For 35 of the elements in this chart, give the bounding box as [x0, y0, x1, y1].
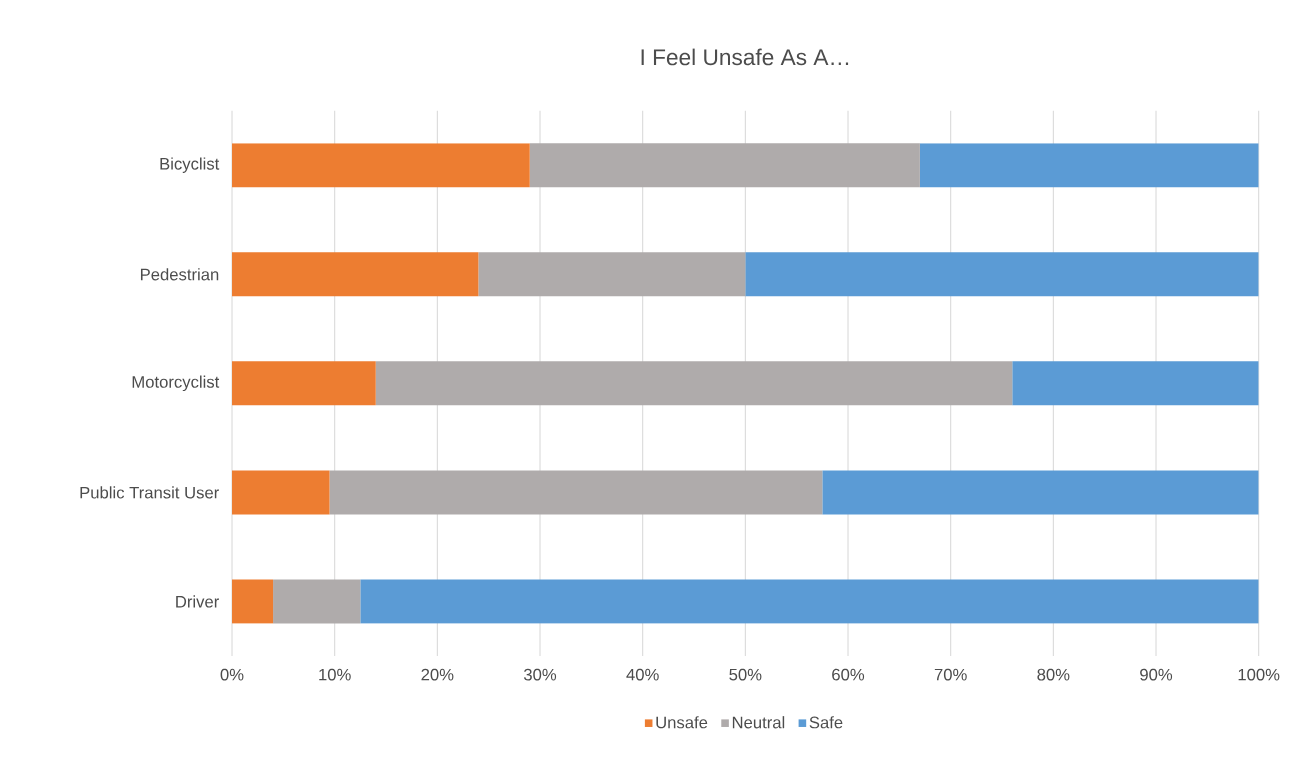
x-tick-label: 40% — [626, 668, 659, 681]
x-tick-label: 20% — [421, 668, 454, 681]
x-tick-label: 60% — [832, 668, 865, 681]
bar — [232, 252, 479, 297]
x-tick-label: 70% — [934, 668, 967, 681]
bar — [329, 470, 823, 515]
bar — [529, 143, 920, 188]
bar — [273, 579, 361, 624]
x-tick-label: 100% — [1238, 668, 1280, 681]
y-tick-label: Driver — [176, 595, 219, 608]
y-tick-label: Public Transit User — [80, 486, 219, 499]
y-tick-label: Pedestrian — [140, 267, 219, 281]
chart-title: I Feel Unsafe As A… — [641, 48, 849, 66]
legend-label: Neutral — [732, 715, 785, 729]
bar — [375, 361, 1013, 406]
bar — [232, 579, 274, 624]
x-tick-label: 50% — [729, 668, 762, 681]
bar — [232, 143, 530, 188]
x-tick-label: 0% — [220, 668, 244, 681]
bar — [822, 470, 1259, 515]
bar — [745, 252, 1259, 297]
bar — [360, 579, 1259, 624]
y-tick-label: Motorcyclist — [132, 375, 220, 391]
y-tick-label: Bicyclist — [160, 157, 220, 173]
bar — [232, 470, 330, 515]
x-tick-label: 80% — [1037, 668, 1070, 681]
bar — [1012, 361, 1259, 406]
bar — [232, 361, 376, 406]
x-tick-label: 10% — [319, 668, 351, 681]
legend-label: Unsafe — [656, 715, 708, 729]
legend-label: Safe — [809, 715, 843, 729]
bar — [478, 252, 746, 297]
x-tick-label: 30% — [523, 668, 557, 681]
bar — [919, 143, 1259, 188]
x-tick-label: 90% — [1140, 668, 1173, 681]
